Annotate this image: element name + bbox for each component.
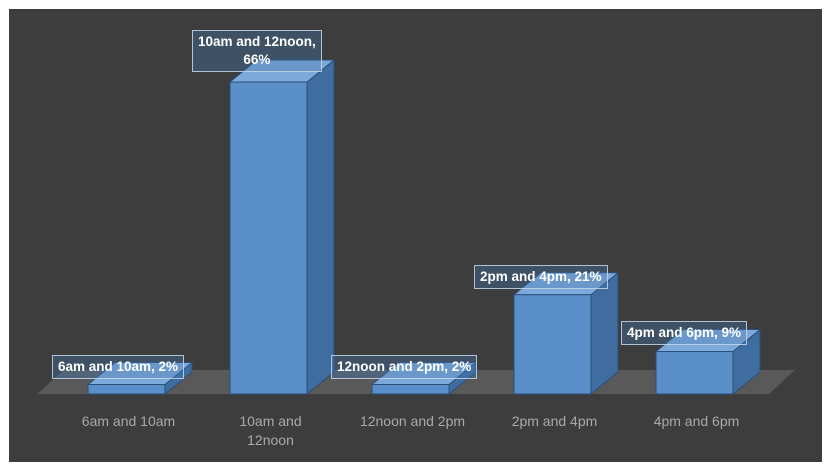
category-label: 10am and 12noon (239, 413, 302, 448)
data-label: 4pm and 6pm, 9% (621, 321, 748, 345)
chart-plot (37, 59, 795, 395)
data-label: 12noon and 2pm, 2% (331, 355, 478, 379)
bar-4 (513, 272, 619, 395)
bar-front (513, 294, 592, 395)
category-label: 12noon and 2pm (359, 413, 466, 429)
bar-front (655, 350, 734, 395)
bar-2 (229, 59, 335, 395)
bar-front (87, 384, 166, 395)
data-label: 10am and 12noon, 66% (192, 30, 322, 72)
bar-front (229, 81, 308, 395)
bar-front (371, 384, 450, 395)
chart-area: 6am and 10am 6am and 10am, 2% 10am and 12no… (9, 9, 822, 462)
data-label: 2pm and 4pm, 21% (474, 265, 608, 289)
bar-side (306, 59, 335, 395)
bar-1 (87, 362, 193, 395)
category-label: 2pm and 4pm (511, 413, 598, 429)
data-label: 6am and 10am, 2% (52, 355, 185, 379)
category-label: 4pm and 6pm (653, 413, 740, 429)
bar-5 (655, 328, 761, 395)
category-label: 6am and 10am (81, 413, 176, 429)
